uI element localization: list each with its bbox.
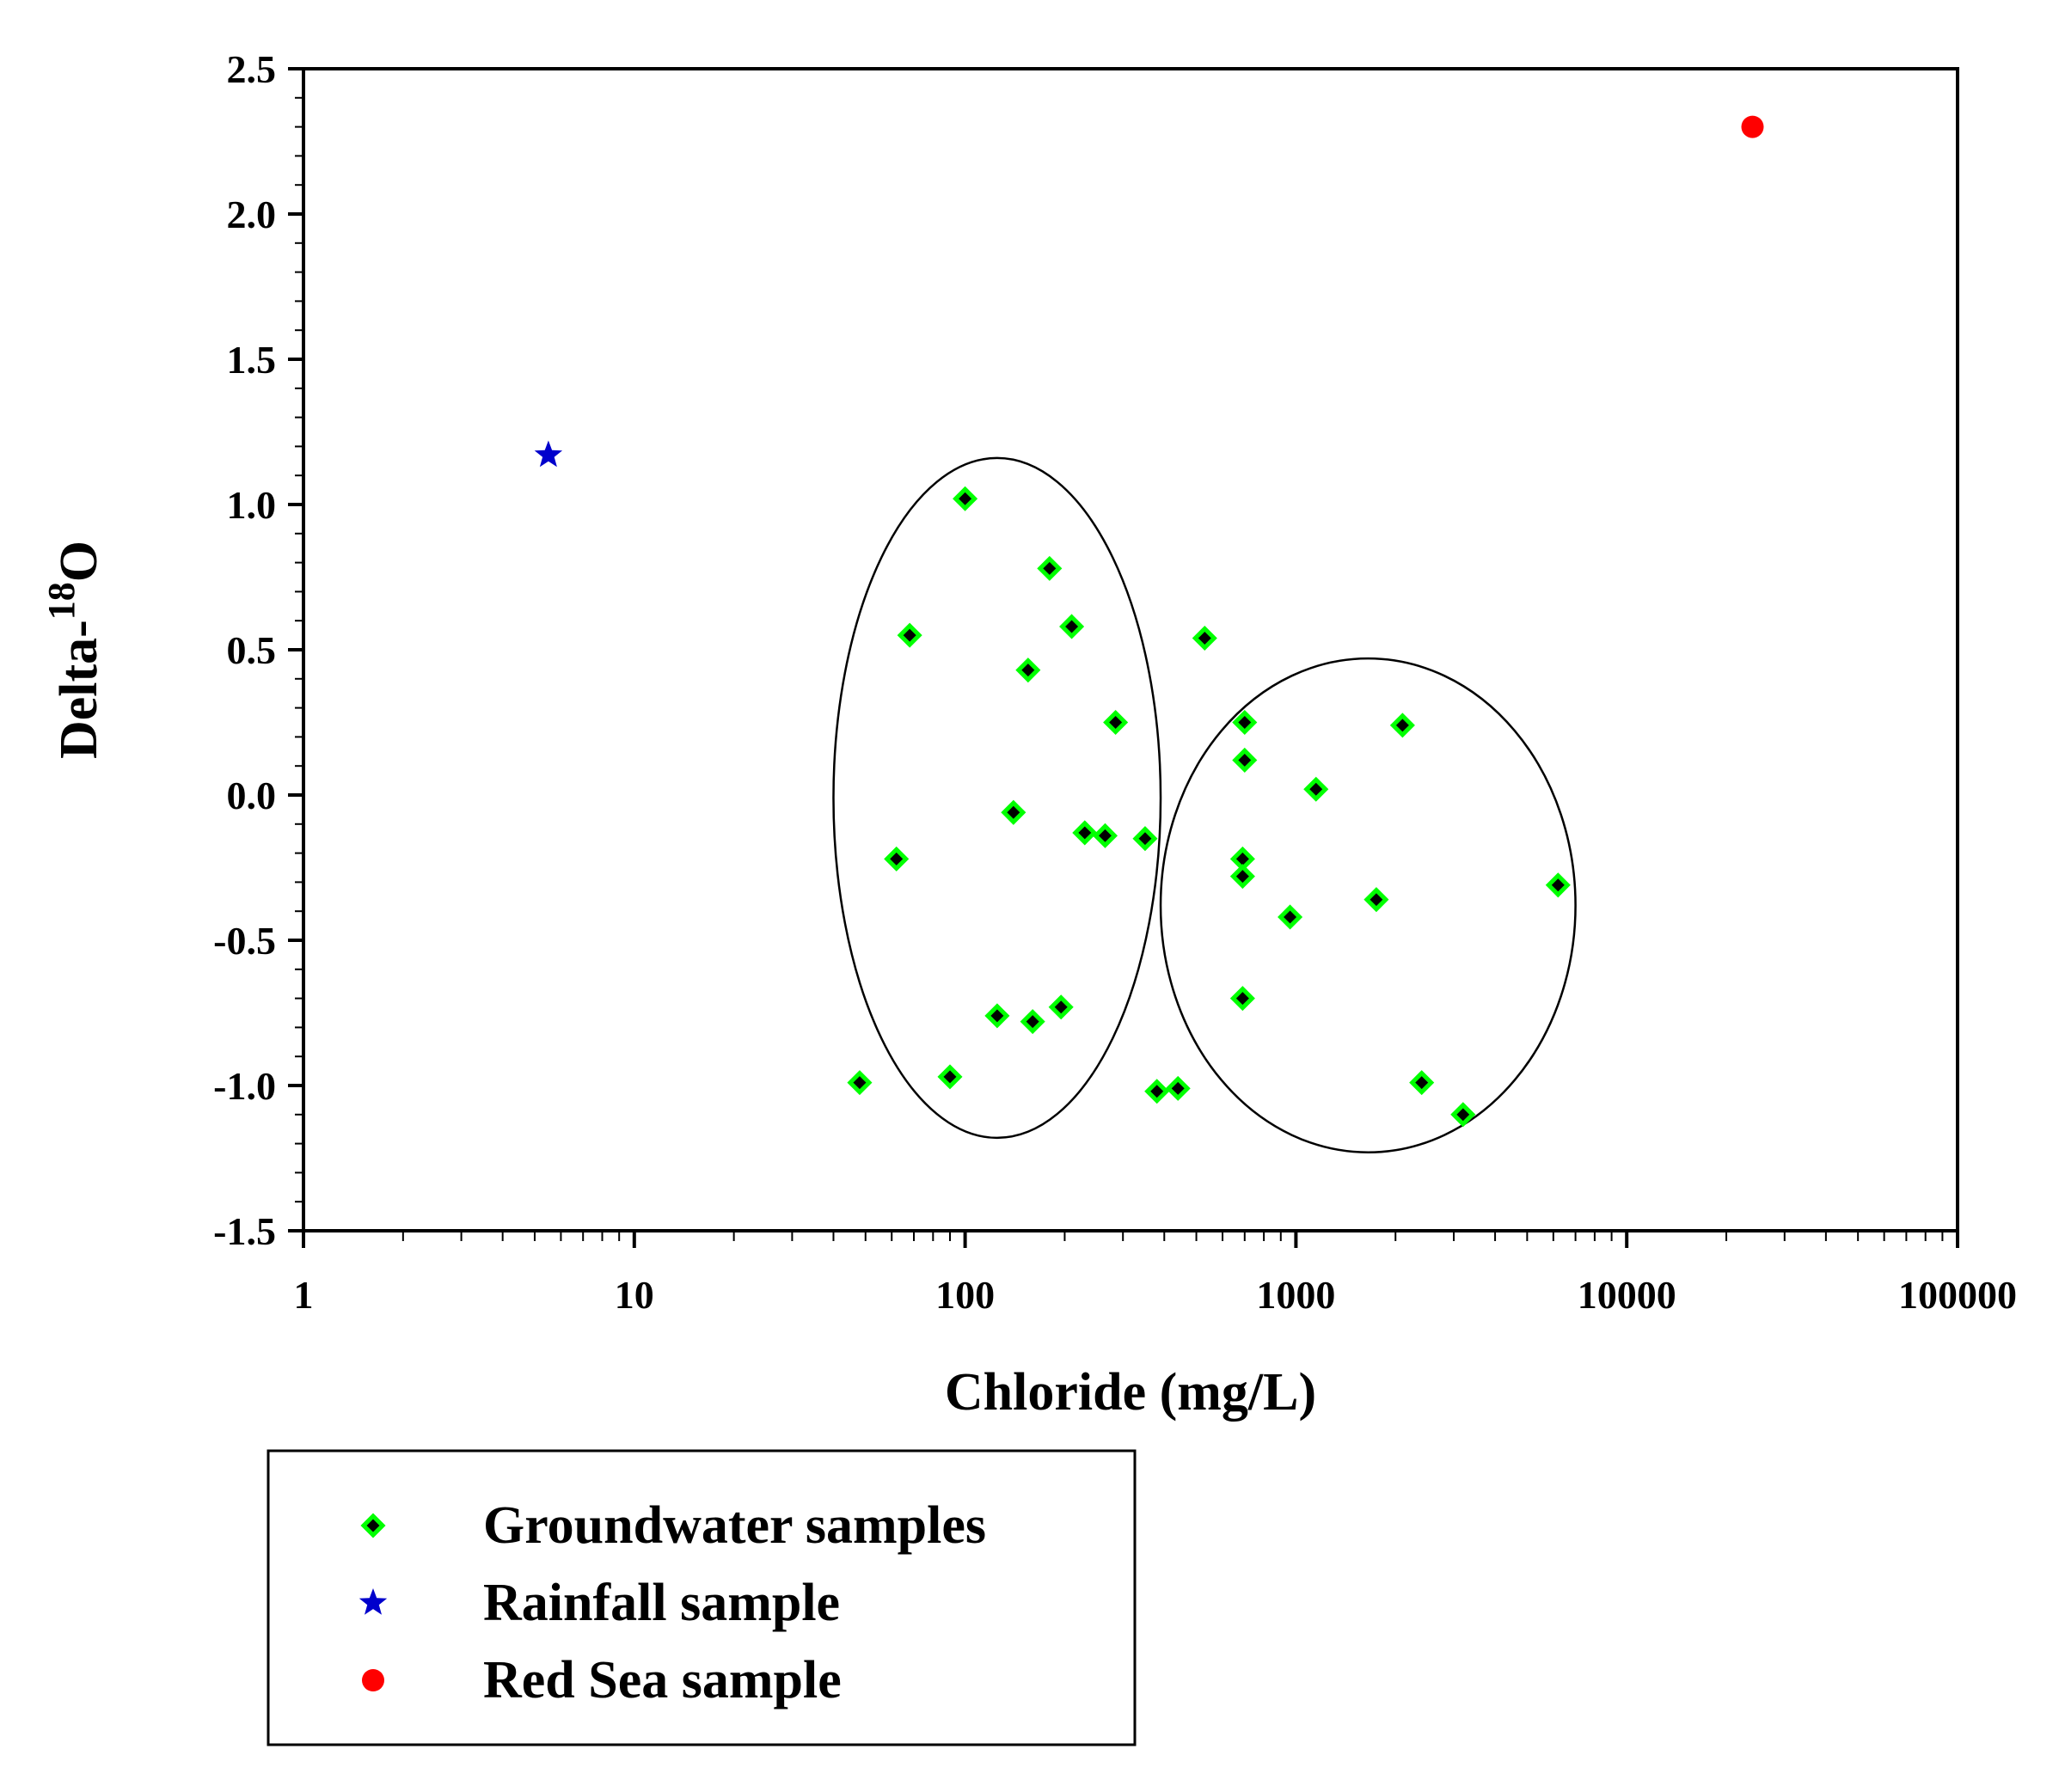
legend-label-rainfall-sample: Rainfall sample: [483, 1574, 840, 1632]
x-tick-label: 10000: [1578, 1273, 1676, 1317]
y-tick-label: 0.5: [227, 628, 277, 672]
y-tick-label: 1.0: [227, 483, 277, 527]
legend-marker-groundwater-samples: [360, 1513, 386, 1538]
x-tick-label: 10: [615, 1273, 654, 1317]
groundwater-samples-point: [1165, 1075, 1191, 1101]
legend-box: [267, 1449, 1137, 1746]
groundwater-samples-point: [847, 1070, 873, 1096]
groundwater-samples-point: [1389, 713, 1415, 738]
groundwater-samples-point: [1232, 747, 1258, 773]
y-tick-label: -1.5: [213, 1209, 276, 1253]
groundwater-samples-point: [1450, 1102, 1476, 1128]
x-tick-label: 1: [294, 1273, 314, 1317]
groundwater-samples-point: [1103, 709, 1129, 736]
legend-label-red-sea-sample: Red Sea sample: [483, 1651, 842, 1709]
cluster-ellipse: [832, 456, 1162, 1140]
y-tick-label: 0.0: [227, 774, 277, 817]
y-axis-title: Delta-18O: [40, 541, 108, 759]
groundwater-samples-point: [1278, 904, 1303, 930]
y-tick-label: -0.5: [213, 919, 276, 963]
groundwater-samples-point: [1303, 776, 1329, 802]
groundwater-samples-point: [1232, 709, 1258, 736]
groundwater-samples-point: [1229, 864, 1255, 890]
legend: Groundwater samples Rainfall sample Red Se…: [267, 1449, 1137, 1746]
groundwater-samples-point: [884, 846, 910, 872]
groundwater-samples-point: [1048, 994, 1074, 1020]
groundwater-samples-point: [1229, 986, 1255, 1012]
groundwater-samples-point: [1144, 1079, 1170, 1104]
groundwater-samples-point: [1059, 614, 1085, 639]
y-tick-label: 2.0: [227, 193, 277, 236]
y-axis-title-end: O: [50, 541, 108, 582]
y-axis-title-main: Delta-: [50, 620, 108, 759]
groundwater-samples-point: [1409, 1070, 1435, 1096]
groundwater-samples-point: [1001, 799, 1026, 825]
x-tick-label: 1000: [1256, 1273, 1335, 1317]
groundwater-samples-point: [897, 622, 922, 648]
legend-marker-red-sea-sample: [362, 1669, 384, 1691]
groundwater-samples-point: [1545, 872, 1571, 898]
groundwater-samples-point: [1092, 823, 1118, 848]
cluster-ellipse: [1159, 657, 1577, 1153]
x-tick-label: 100000: [1898, 1273, 2017, 1317]
groundwater-samples-point: [1072, 820, 1098, 846]
y-axis-title-superscript: 18: [40, 582, 83, 620]
x-axis-title: Chloride (mg/L): [945, 1363, 1316, 1422]
rainfall-sample-point: [534, 440, 563, 468]
red-sea-sample-point: [1741, 115, 1764, 138]
plot-frame: [302, 67, 1959, 1232]
groundwater-samples-point: [1015, 657, 1041, 683]
y-tick-label: -1.0: [213, 1064, 276, 1108]
legend-label-groundwater-samples: Groundwater samples: [483, 1496, 986, 1555]
groundwater-samples-point: [953, 486, 978, 511]
x-axis-ticks: 1 10 100 1000 10000 100000: [294, 1231, 2017, 1317]
cluster-ellipses: [832, 456, 1577, 1153]
groundwater-samples-point: [1132, 826, 1158, 852]
groundwater-samples-point: [1192, 625, 1217, 651]
y-tick-label: 2.5: [227, 47, 277, 91]
groundwater-samples-point: [1363, 887, 1389, 913]
groundwater-samples-point: [1020, 1009, 1045, 1035]
groundwater-samples-point: [937, 1064, 963, 1090]
data-points: [534, 115, 1764, 1128]
groundwater-samples-point: [1037, 555, 1063, 581]
groundwater-samples-point: [984, 1003, 1010, 1029]
y-tick-label: 1.5: [227, 338, 277, 382]
y-axis-ticks: -1.5 -1.0 -0.5 0.0 0.5 1.0 1.5 2.0 2.5: [213, 47, 303, 1253]
x-tick-label: 100: [935, 1273, 995, 1317]
legend-marker-rainfall-sample: [358, 1588, 388, 1615]
